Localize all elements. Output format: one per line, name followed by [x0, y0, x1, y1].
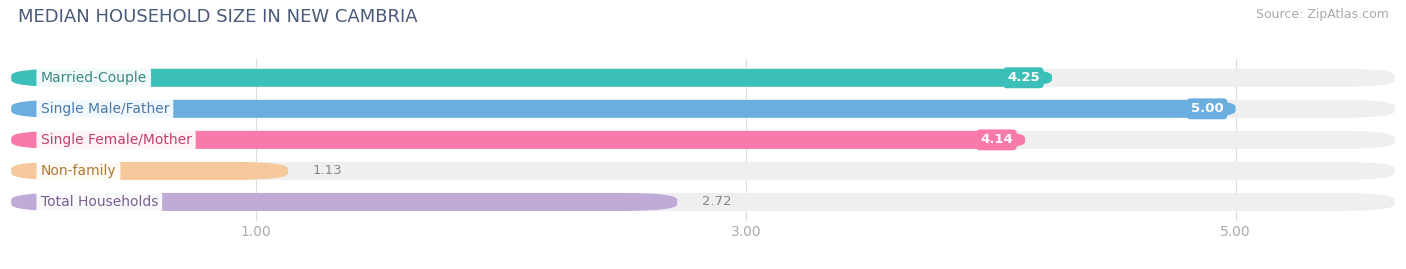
Text: MEDIAN HOUSEHOLD SIZE IN NEW CAMBRIA: MEDIAN HOUSEHOLD SIZE IN NEW CAMBRIA	[18, 8, 418, 26]
Text: Single Male/Father: Single Male/Father	[41, 102, 169, 116]
Text: Source: ZipAtlas.com: Source: ZipAtlas.com	[1256, 8, 1389, 21]
Text: 2.72: 2.72	[702, 196, 731, 208]
Text: Married-Couple: Married-Couple	[41, 71, 146, 85]
Text: Non-family: Non-family	[41, 164, 117, 178]
Text: Single Female/Mother: Single Female/Mother	[41, 133, 191, 147]
FancyBboxPatch shape	[11, 69, 1052, 87]
Text: 5.00: 5.00	[1191, 102, 1223, 115]
FancyBboxPatch shape	[11, 69, 1395, 87]
FancyBboxPatch shape	[11, 100, 1395, 118]
FancyBboxPatch shape	[11, 131, 1025, 149]
FancyBboxPatch shape	[11, 131, 1395, 149]
FancyBboxPatch shape	[11, 162, 288, 180]
Text: 4.25: 4.25	[1007, 71, 1039, 84]
Text: 1.13: 1.13	[312, 164, 342, 178]
FancyBboxPatch shape	[11, 193, 1395, 211]
FancyBboxPatch shape	[11, 100, 1236, 118]
FancyBboxPatch shape	[11, 193, 678, 211]
Text: 4.14: 4.14	[980, 133, 1012, 146]
FancyBboxPatch shape	[11, 162, 1395, 180]
Text: Total Households: Total Households	[41, 195, 157, 209]
